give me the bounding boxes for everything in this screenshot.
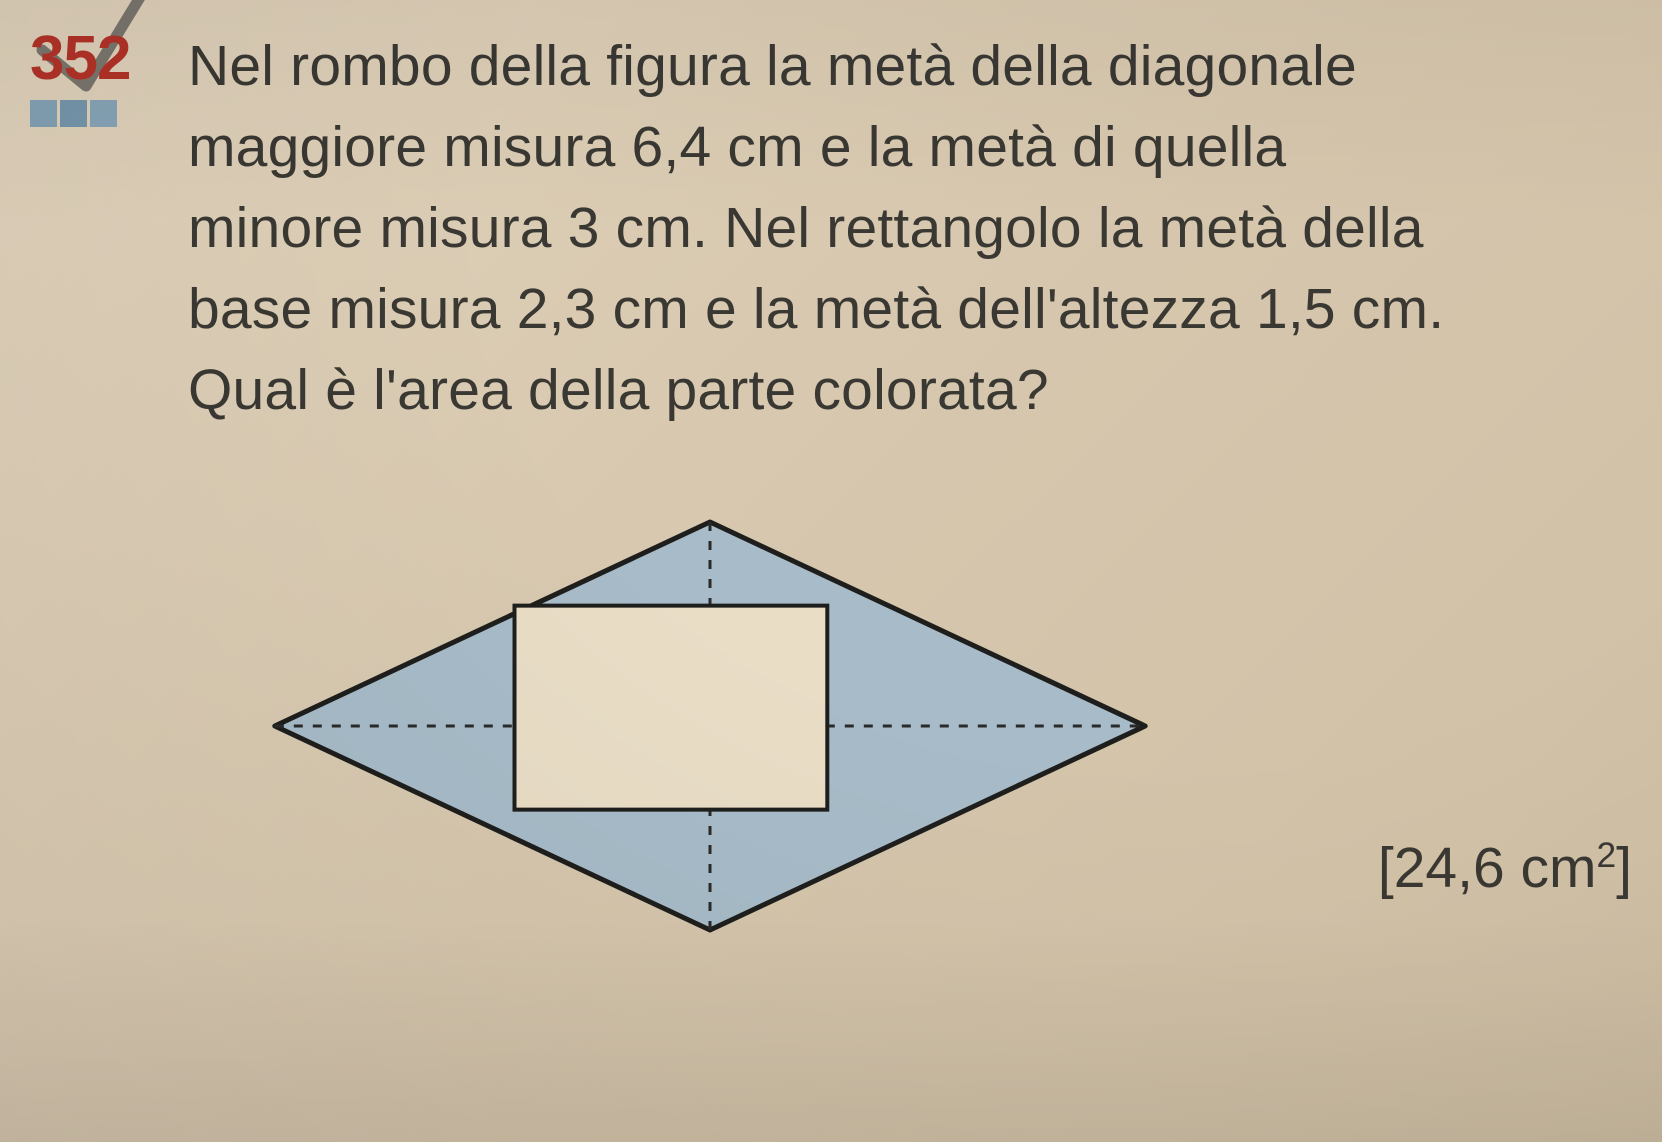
answer-exponent: 2 [1597, 836, 1617, 875]
rhombus-diagram [230, 471, 1230, 991]
inner-rectangle [515, 605, 828, 809]
text-line: maggiore misura 6,4 cm e la metà di quel… [188, 115, 1286, 179]
answer-value: 24,6 cm [1394, 836, 1597, 900]
exercise-row: 352 Nel rombo della figura la metà della… [30, 20, 1632, 431]
text-line: Nel rombo della figura la metà della dia… [188, 34, 1357, 98]
answer-bracket-close: ] [1616, 836, 1632, 900]
number-column: 352 [30, 20, 160, 127]
figure [230, 471, 1230, 991]
problem-text: Nel rombo della figura la metà della dia… [188, 26, 1632, 431]
text-line: base misura 2,3 cm e la metà dell'altezz… [188, 277, 1444, 341]
page: 352 Nel rombo della figura la metà della… [0, 0, 1662, 1142]
answer-box: [24,6 cm2] [1378, 835, 1632, 901]
text-column: Nel rombo della figura la metà della dia… [188, 20, 1632, 431]
text-line: Qual è l'area della parte colorata? [188, 358, 1049, 422]
answer-bracket-open: [ [1378, 836, 1394, 900]
exercise-number: 352 [30, 28, 130, 90]
exercise-block: 352 Nel rombo della figura la metà della… [30, 20, 1632, 991]
difficulty-squares-icon [30, 100, 120, 127]
text-line: minore misura 3 cm. Nel rettangolo la me… [188, 196, 1424, 260]
